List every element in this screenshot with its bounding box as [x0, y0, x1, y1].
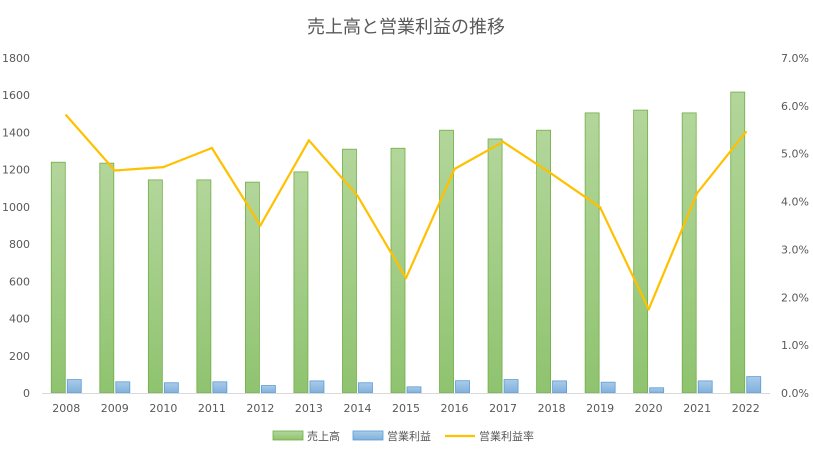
bar-sales-2011 [196, 179, 212, 394]
bar-sales-2009 [99, 162, 115, 394]
point-rate-2022 [744, 130, 747, 134]
point-rate-2010 [162, 165, 165, 169]
bar-profit-2020 [649, 387, 665, 394]
y-right-tick-label: 0.0% [781, 387, 809, 400]
point-rate-2015 [404, 276, 408, 280]
y-left-tick-label: 1600 [2, 89, 30, 102]
x-tick-label: 2022 [732, 402, 760, 415]
point-rate-2021 [696, 191, 699, 195]
bar-sales-2021 [681, 112, 697, 394]
bar-profit-2015 [406, 386, 422, 394]
point-rate-2020 [647, 308, 650, 311]
bar-profit-2016 [455, 380, 470, 394]
x-tick-label: 2013 [295, 402, 323, 415]
bar-profit-2019 [600, 381, 616, 394]
x-tick-label: 2019 [586, 402, 614, 415]
legend-swatch-profit [352, 430, 384, 441]
x-tick-label: 2009 [101, 402, 129, 415]
x-tick-label: 2010 [149, 402, 177, 415]
bar-profit-2008 [66, 379, 82, 394]
y-right-tick-label: 1.0% [781, 339, 809, 352]
x-tick-label: 2011 [198, 402, 226, 415]
y-right-tick-label: 7.0% [781, 52, 809, 65]
y-left-tick-label: 400 [9, 313, 30, 326]
legend-label-sales: 売上高 [307, 429, 340, 443]
bar-profit-2011 [212, 381, 228, 394]
bar-sales-2015 [390, 147, 406, 394]
bars-layer [50, 91, 762, 394]
bar-profit-2009 [115, 381, 131, 394]
legend-label-profit: 営業利益 [387, 429, 431, 443]
line-layer [65, 114, 747, 311]
point-rate-2012 [259, 224, 262, 227]
bar-profit-2014 [358, 382, 373, 394]
x-tick-label: 2018 [538, 402, 566, 415]
y-left-tick-label: 1400 [2, 126, 30, 139]
point-rate-2018 [550, 172, 553, 176]
point-rate-2013 [307, 139, 311, 142]
legend: 売上高 営業利益 営業利益率 [272, 429, 534, 443]
x-tick-label: 2017 [489, 402, 517, 415]
x-tick-label: 2021 [683, 402, 711, 415]
y-left-tick-label: 1200 [2, 164, 30, 177]
legend-label-rate: 営業利益率 [479, 429, 534, 443]
bar-sales-2013 [293, 171, 309, 394]
point-rate-2019 [598, 206, 602, 209]
y-right-tick-label: 4.0% [781, 196, 809, 209]
y-right-tick-label: 5.0% [781, 148, 809, 161]
y-left-tick-label: 0 [23, 387, 30, 400]
y-left-tick-label: 1000 [2, 201, 30, 214]
bar-sales-2019 [584, 112, 600, 394]
point-rate-2008 [65, 114, 68, 117]
bar-sales-2008 [50, 161, 66, 394]
y-right-tick-label: 2.0% [781, 291, 809, 304]
axis-layer: 2008 2009 2010 2011 2012 2013 2014 2015 2016 2017… [2, 52, 809, 415]
point-rate-2014 [356, 194, 359, 198]
point-rate-2011 [210, 146, 214, 150]
bar-profit-2013 [309, 380, 325, 394]
y-left-tick-label: 200 [9, 350, 30, 363]
x-tick-label: 2014 [343, 402, 371, 415]
chart-title: 売上高と営業利益の推移 [307, 17, 505, 38]
legend-swatch-sales [272, 430, 304, 441]
bar-profit-2012 [260, 385, 276, 394]
bar-profit-2022 [746, 376, 762, 394]
bar-sales-2010 [147, 179, 163, 394]
y-right-tick-label: 6.0% [781, 100, 809, 113]
bar-profit-2010 [163, 382, 179, 394]
y-left-tick-label: 1800 [2, 52, 30, 65]
point-rate-2009 [113, 169, 117, 172]
bar-sales-2017 [487, 138, 503, 394]
x-tick-label: 2012 [246, 402, 274, 415]
x-tick-label: 2015 [392, 402, 420, 415]
bar-profit-2017 [503, 379, 519, 394]
bar-profit-2018 [552, 380, 567, 394]
y-left-tick-label: 600 [9, 275, 30, 288]
bar-profit-2021 [697, 380, 713, 394]
x-tick-label: 2020 [635, 402, 663, 415]
bar-sales-2016 [439, 129, 454, 394]
x-tick-label: 2016 [441, 402, 469, 415]
point-rate-2017 [501, 140, 505, 143]
y-right-tick-label: 3.0% [781, 243, 809, 256]
y-left-tick-label: 800 [9, 238, 30, 251]
x-tick-label: 2008 [52, 402, 80, 415]
point-rate-2016 [453, 167, 456, 171]
bar-sales-2020 [633, 109, 649, 394]
